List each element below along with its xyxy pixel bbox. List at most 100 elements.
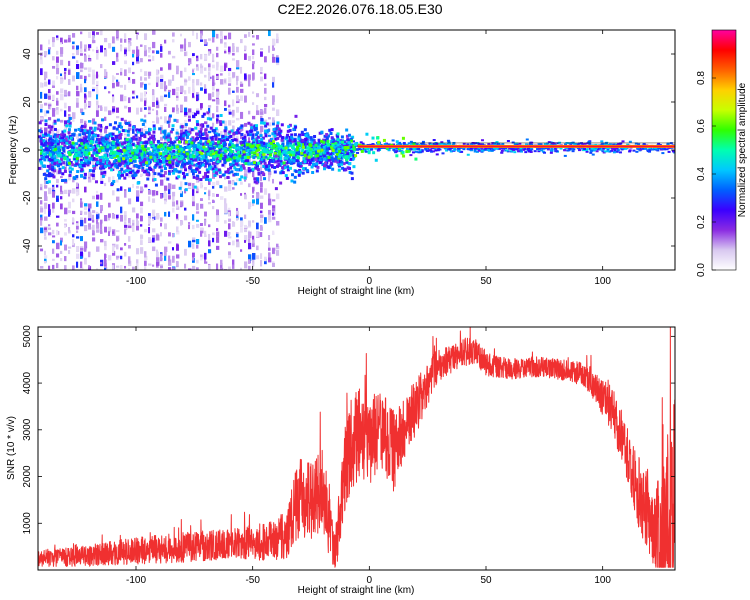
noise-band-cell xyxy=(188,166,192,170)
noise-streak-cell xyxy=(252,235,255,240)
noise-streak-cell xyxy=(204,171,208,179)
noise-band-cell xyxy=(172,168,176,172)
noise-streak-cell xyxy=(40,214,43,220)
noise-streak-cell xyxy=(52,121,55,128)
noise-band-cell xyxy=(313,148,317,152)
noise-band-cell xyxy=(219,122,223,126)
noise-streak-cell xyxy=(112,108,115,112)
noise-streak-cell xyxy=(196,244,199,249)
noise-band-cell xyxy=(78,133,82,137)
noise-band-cell xyxy=(219,141,223,145)
noise-streak-cell xyxy=(164,85,167,92)
noise-band-cell xyxy=(67,119,71,123)
noise-band-cell xyxy=(230,170,234,174)
noise-streak-cell xyxy=(84,203,88,207)
noise-band-cell xyxy=(316,165,320,169)
noise-band-cell xyxy=(126,129,130,133)
noise-streak-cell xyxy=(124,105,128,109)
noise-band-cell xyxy=(156,139,160,143)
noise-band-cell xyxy=(254,166,258,170)
noise-band-cell xyxy=(306,135,310,139)
noise-band-cell xyxy=(204,131,208,135)
noise-band-cell xyxy=(38,158,42,162)
noise-streak-cell xyxy=(240,39,243,44)
noise-streak-cell xyxy=(164,139,168,142)
carrier-halo-cell xyxy=(519,148,523,151)
noise-streak-cell xyxy=(192,265,196,270)
noise-band-cell xyxy=(288,123,292,127)
noise-streak-cell xyxy=(132,78,136,84)
noise-streak-cell xyxy=(100,192,103,200)
noise-band-cell xyxy=(299,143,303,147)
noise-band-cell xyxy=(283,166,287,170)
carrier-halo-cell xyxy=(529,147,533,150)
noise-band-cell xyxy=(206,111,210,115)
noise-streak-cell xyxy=(240,220,244,227)
noise-streak-cell xyxy=(160,82,164,90)
noise-streak-cell xyxy=(216,245,220,250)
noise-streak-cell xyxy=(192,69,195,73)
noise-streak-cell xyxy=(220,265,223,270)
noise-band-cell xyxy=(211,129,215,133)
noise-band-cell xyxy=(240,143,244,147)
noise-band-cell xyxy=(154,183,158,187)
noise-band-cell xyxy=(182,165,186,169)
noise-streak-cell xyxy=(180,91,183,95)
noise-streak-cell xyxy=(80,247,84,251)
carrier-halo-cell xyxy=(636,147,640,150)
carrier-halo-cell xyxy=(447,142,451,145)
noise-band-cell xyxy=(161,153,165,157)
noise-streak-cell xyxy=(84,87,87,92)
noise-band-cell xyxy=(58,160,62,164)
noise-band-cell xyxy=(274,127,278,131)
noise-streak-cell xyxy=(44,255,48,259)
noise-band-cell xyxy=(42,164,46,168)
noise-band-cell xyxy=(262,121,266,125)
carrier-halo-cell xyxy=(405,147,409,150)
noise-band-cell xyxy=(243,135,247,139)
noise-band-cell xyxy=(112,126,116,130)
noise-band-cell xyxy=(93,134,97,138)
noise-band-cell xyxy=(158,127,162,131)
noise-streak-cell xyxy=(92,78,95,85)
noise-band-cell xyxy=(153,172,157,176)
noise-streak-cell xyxy=(156,117,160,124)
noise-band-cell xyxy=(259,161,263,165)
carrier-halo-cell xyxy=(526,148,530,151)
carrier-halo-cell xyxy=(365,147,369,150)
noise-streak-cell xyxy=(88,203,92,209)
carrier-halo-cell xyxy=(433,143,437,146)
noise-streak-cell xyxy=(192,53,195,57)
noise-streak-cell xyxy=(64,125,67,130)
noise-streak-cell xyxy=(224,198,227,205)
noise-streak-cell xyxy=(164,81,167,87)
noise-band-cell xyxy=(68,173,72,177)
noise-band-cell xyxy=(264,124,268,128)
noise-band-cell xyxy=(59,145,63,149)
noise-band-cell xyxy=(260,137,264,141)
noise-streak-cell xyxy=(220,73,223,76)
noise-streak-cell xyxy=(256,35,260,40)
noise-band-cell xyxy=(127,141,131,145)
noise-streak-cell xyxy=(216,128,220,134)
carrier-halo-cell xyxy=(648,147,652,150)
noise-band-cell xyxy=(294,154,298,158)
noise-streak-cell xyxy=(84,186,87,193)
noise-band-cell xyxy=(152,124,156,128)
noise-band-cell xyxy=(69,135,73,139)
noise-streak-cell xyxy=(232,181,236,185)
noise-streak-cell xyxy=(52,229,55,235)
noise-band-cell xyxy=(60,158,64,162)
noise-streak-cell xyxy=(80,53,83,56)
noise-streak-cell xyxy=(192,79,195,84)
noise-streak-cell xyxy=(88,251,91,258)
noise-band-cell xyxy=(292,143,296,147)
noise-streak-cell xyxy=(224,208,228,214)
noise-streak-cell xyxy=(124,211,127,217)
noise-streak-cell xyxy=(156,104,160,109)
noise-streak-cell xyxy=(148,226,151,234)
noise-band-cell xyxy=(146,152,150,156)
noise-streak-cell xyxy=(56,100,59,106)
noise-streak-cell xyxy=(184,107,188,113)
noise-band-cell xyxy=(291,137,295,141)
